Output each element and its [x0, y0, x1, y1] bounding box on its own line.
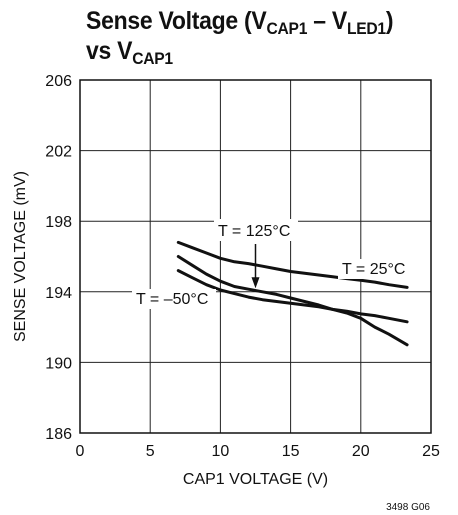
chart-title: Sense Voltage (VCAP1 – VLED1) vs VCAP1: [86, 6, 394, 68]
annotation-t50: T = –50°C: [136, 291, 208, 308]
figure-note: 3498 G06: [386, 502, 430, 513]
x-tick-label: 25: [422, 443, 440, 460]
title-subscript: CAP1: [266, 19, 308, 38]
y-tick-label: 198: [45, 214, 72, 231]
x-tick-label: 0: [76, 443, 85, 460]
annotation-t25: T = 25°C: [342, 261, 405, 278]
tick-labels: 0 5 10 15 20 25 186 190 194 198 202 206: [45, 73, 440, 460]
x-axis-label: CAP1 VOLTAGE (V): [183, 471, 328, 488]
title-part: – V: [307, 7, 347, 35]
series-line: [176, 240, 409, 289]
title-subscript: CAP1: [132, 49, 173, 68]
title-line1: Sense Voltage (VCAP1 – VLED1): [86, 7, 394, 38]
y-tick-label: 202: [45, 144, 72, 161]
x-tick-label: 5: [146, 443, 155, 460]
y-tick-label: 194: [45, 285, 72, 302]
series-lines: [176, 240, 409, 347]
series-line: [176, 269, 409, 324]
annotation-arrowhead: [251, 277, 260, 289]
y-tick-label: 186: [45, 426, 72, 443]
annotation-bg: [338, 259, 414, 279]
y-axis-label: SENSE VOLTAGE (mV): [12, 171, 29, 342]
x-tick-label: 10: [212, 443, 230, 460]
title-subscript: LED1: [346, 19, 386, 38]
annotation-bg: [132, 289, 216, 309]
x-tick-label: 20: [352, 443, 370, 460]
annotation-t125: T = 125°C: [218, 223, 290, 240]
title-part: vs V: [86, 37, 133, 65]
annotations: T = 125°C T = 25°C T = –50°C: [132, 219, 414, 309]
y-tick-label: 206: [45, 73, 72, 90]
title-line2: vs VCAP1: [86, 36, 393, 68]
title-part: ): [385, 7, 394, 35]
series-line: [176, 255, 409, 347]
plot-frame: [79, 79, 432, 434]
y-tick-label: 190: [45, 355, 72, 372]
title-part: Sense Voltage (V: [86, 7, 267, 35]
x-tick-label: 15: [282, 443, 300, 460]
annotation-bg: [214, 219, 298, 241]
